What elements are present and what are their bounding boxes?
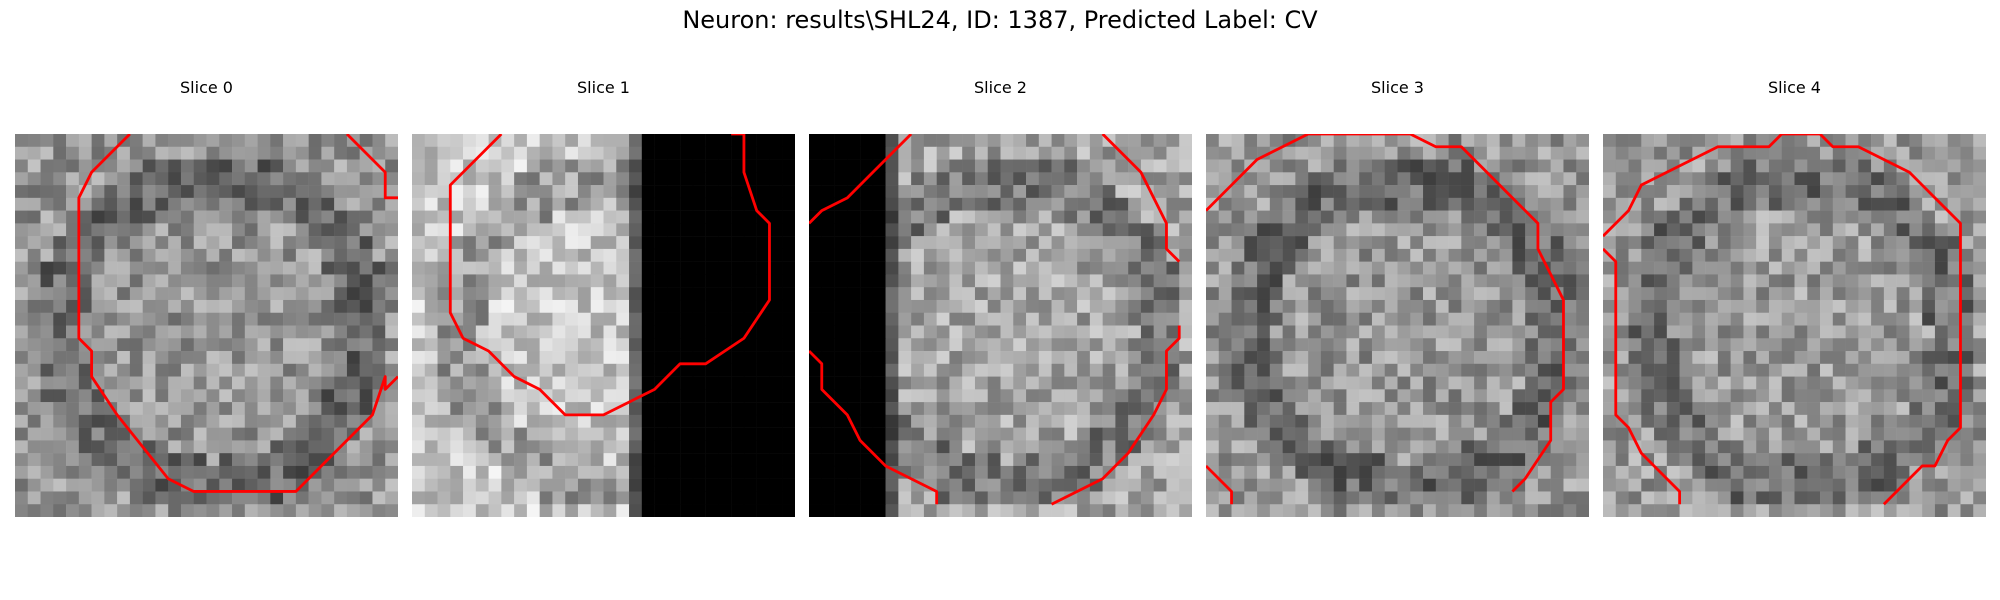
slice-title: Slice 2 xyxy=(974,78,1027,97)
slice-title: Slice 4 xyxy=(1768,78,1821,97)
slice-title: Slice 0 xyxy=(180,78,233,97)
contour-line xyxy=(77,134,398,493)
contour-line xyxy=(1050,325,1181,506)
contour-line xyxy=(1101,134,1181,263)
contour-line xyxy=(1603,134,1962,506)
slice-image xyxy=(412,134,795,517)
slice-title: Slice 1 xyxy=(577,78,630,97)
contour-line xyxy=(809,134,913,225)
pixel-grid xyxy=(1206,134,1589,517)
contour-line xyxy=(448,134,771,417)
slice-image xyxy=(1206,134,1589,517)
contour-line xyxy=(809,350,939,505)
pixel-grid xyxy=(412,134,795,517)
contour-line xyxy=(1603,247,1682,505)
slice-title: Slice 3 xyxy=(1371,78,1424,97)
pixel-grid xyxy=(809,134,1192,517)
pixel-grid xyxy=(1603,134,1986,517)
pixel-grid xyxy=(15,134,398,517)
slice-image xyxy=(1603,134,1986,517)
slice-image xyxy=(15,134,398,517)
contour-line xyxy=(1206,464,1233,505)
slice-image xyxy=(809,134,1192,517)
contour-line xyxy=(1206,134,1565,493)
figure-title: Neuron: results\SHL24, ID: 1387, Predict… xyxy=(682,6,1318,34)
contour-line xyxy=(345,134,398,200)
